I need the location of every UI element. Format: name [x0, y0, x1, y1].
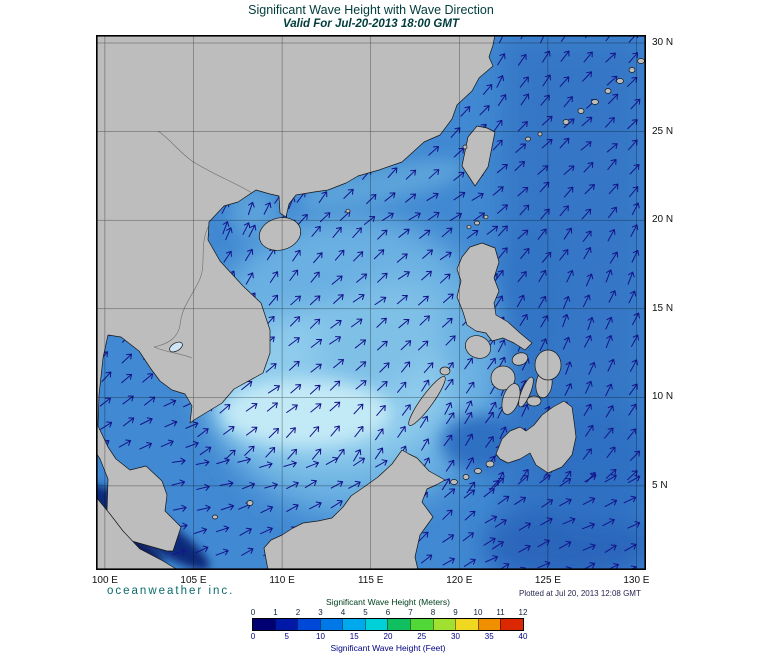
sulu-archipelago: [450, 460, 495, 485]
lat-label: 10 N: [652, 391, 674, 403]
meters-tick: 6: [385, 608, 391, 617]
colorbar-segment: [253, 619, 275, 630]
colorbar-segment: [387, 619, 411, 630]
colorbar-segment: [410, 619, 433, 630]
feet-tick: 10: [316, 632, 325, 641]
colorbar-segment: [364, 619, 388, 630]
colorbar-segment: [319, 619, 343, 630]
taiwan: [461, 125, 496, 187]
colorbar-segment: [477, 619, 501, 630]
feet-tick: 40: [518, 632, 528, 641]
country-borders: [153, 130, 253, 359]
cebu: [518, 376, 534, 408]
lat-label: 15 N: [652, 302, 674, 314]
lon-label: 130 E: [623, 575, 650, 586]
meters-tick: 4: [340, 608, 346, 617]
meters-tick: 12: [518, 608, 528, 617]
lat-label: 20 N: [652, 214, 674, 226]
meters-tick: 3: [318, 608, 323, 617]
chart-title: Significant Wave Height with Wave Direct…: [248, 3, 494, 17]
colorbar-segment: [455, 619, 478, 630]
small-islands: [212, 144, 489, 520]
lon-label: 115 E: [357, 575, 384, 586]
feet-tick: 5: [284, 632, 289, 641]
meters-tick: 11: [496, 608, 505, 617]
meters-tick: 0: [250, 608, 256, 617]
meters-tick: 7: [408, 608, 413, 617]
lat-label: 30 N: [652, 37, 674, 48]
mindoro: [464, 335, 492, 359]
bohol: [526, 395, 542, 407]
colorbar-segment: [297, 619, 320, 630]
colorbar-segment: [432, 619, 456, 630]
lon-label: 120 E: [446, 575, 473, 586]
map-canvas: [96, 35, 646, 570]
asia-mainland: [96, 35, 496, 552]
tonle-sap-lake: [169, 341, 183, 353]
legend-meters-title: Significant Wave Height (Meters): [326, 597, 450, 607]
meters-tick: 10: [473, 608, 483, 617]
sumatra: [96, 496, 179, 570]
lon-label: 125 E: [534, 575, 561, 586]
plotted-timestamp: Plotted at Jul 20, 2013 12:08 GMT: [519, 589, 641, 598]
colorbar-segment: [500, 619, 523, 630]
map-frame: [96, 35, 646, 570]
meters-tick: 1: [273, 608, 278, 617]
lat-label: 25 N: [652, 125, 674, 137]
mindanao: [495, 400, 577, 474]
feet-tick: 30: [451, 632, 460, 641]
ryukyu-islands: [525, 58, 645, 142]
borneo: [263, 449, 446, 570]
graticule: [96, 35, 646, 570]
calamian-islands: [439, 366, 451, 376]
wave-height-shading: [96, 35, 646, 570]
lon-label: 105 E: [180, 575, 207, 586]
colorbar-segment: [274, 619, 298, 630]
luzon: [456, 242, 533, 351]
meters-tick: 5: [363, 608, 368, 617]
colorbar-segment: [342, 619, 365, 630]
meters-tick: 8: [430, 608, 436, 617]
feet-tick: 20: [383, 632, 393, 641]
legend-feet-title: Significant Wave Height (Feet): [330, 643, 446, 653]
masbate: [511, 352, 529, 366]
legend-feet-ticks: 0 5 10 15 20 25 30 35 40: [250, 632, 528, 642]
feet-tick: 0: [250, 632, 256, 641]
chart-titles: Significant Wave Height with Wave Direct…: [96, 3, 646, 30]
meters-tick: 2: [295, 608, 301, 617]
lon-label: 100 E: [91, 575, 118, 586]
hainan: [258, 217, 302, 251]
lat-label: 5 N: [652, 479, 668, 491]
legend-colorbar: [252, 618, 524, 631]
feet-tick: 25: [417, 632, 427, 641]
feet-tick: 15: [349, 632, 359, 641]
lon-label: 110 E: [269, 575, 295, 586]
chart-subtitle: Valid For Jul-20-2013 18:00 GMT: [283, 18, 459, 30]
feet-tick: 35: [484, 632, 494, 641]
land: [96, 35, 645, 570]
meters-tick: 9: [453, 608, 458, 617]
oceanweather-branding: oceanweather inc.: [107, 585, 235, 597]
panay: [490, 365, 516, 391]
legend-meters-ticks: 0 1 2 3 4 5 6 7 8 9 10 11 12: [250, 608, 528, 618]
